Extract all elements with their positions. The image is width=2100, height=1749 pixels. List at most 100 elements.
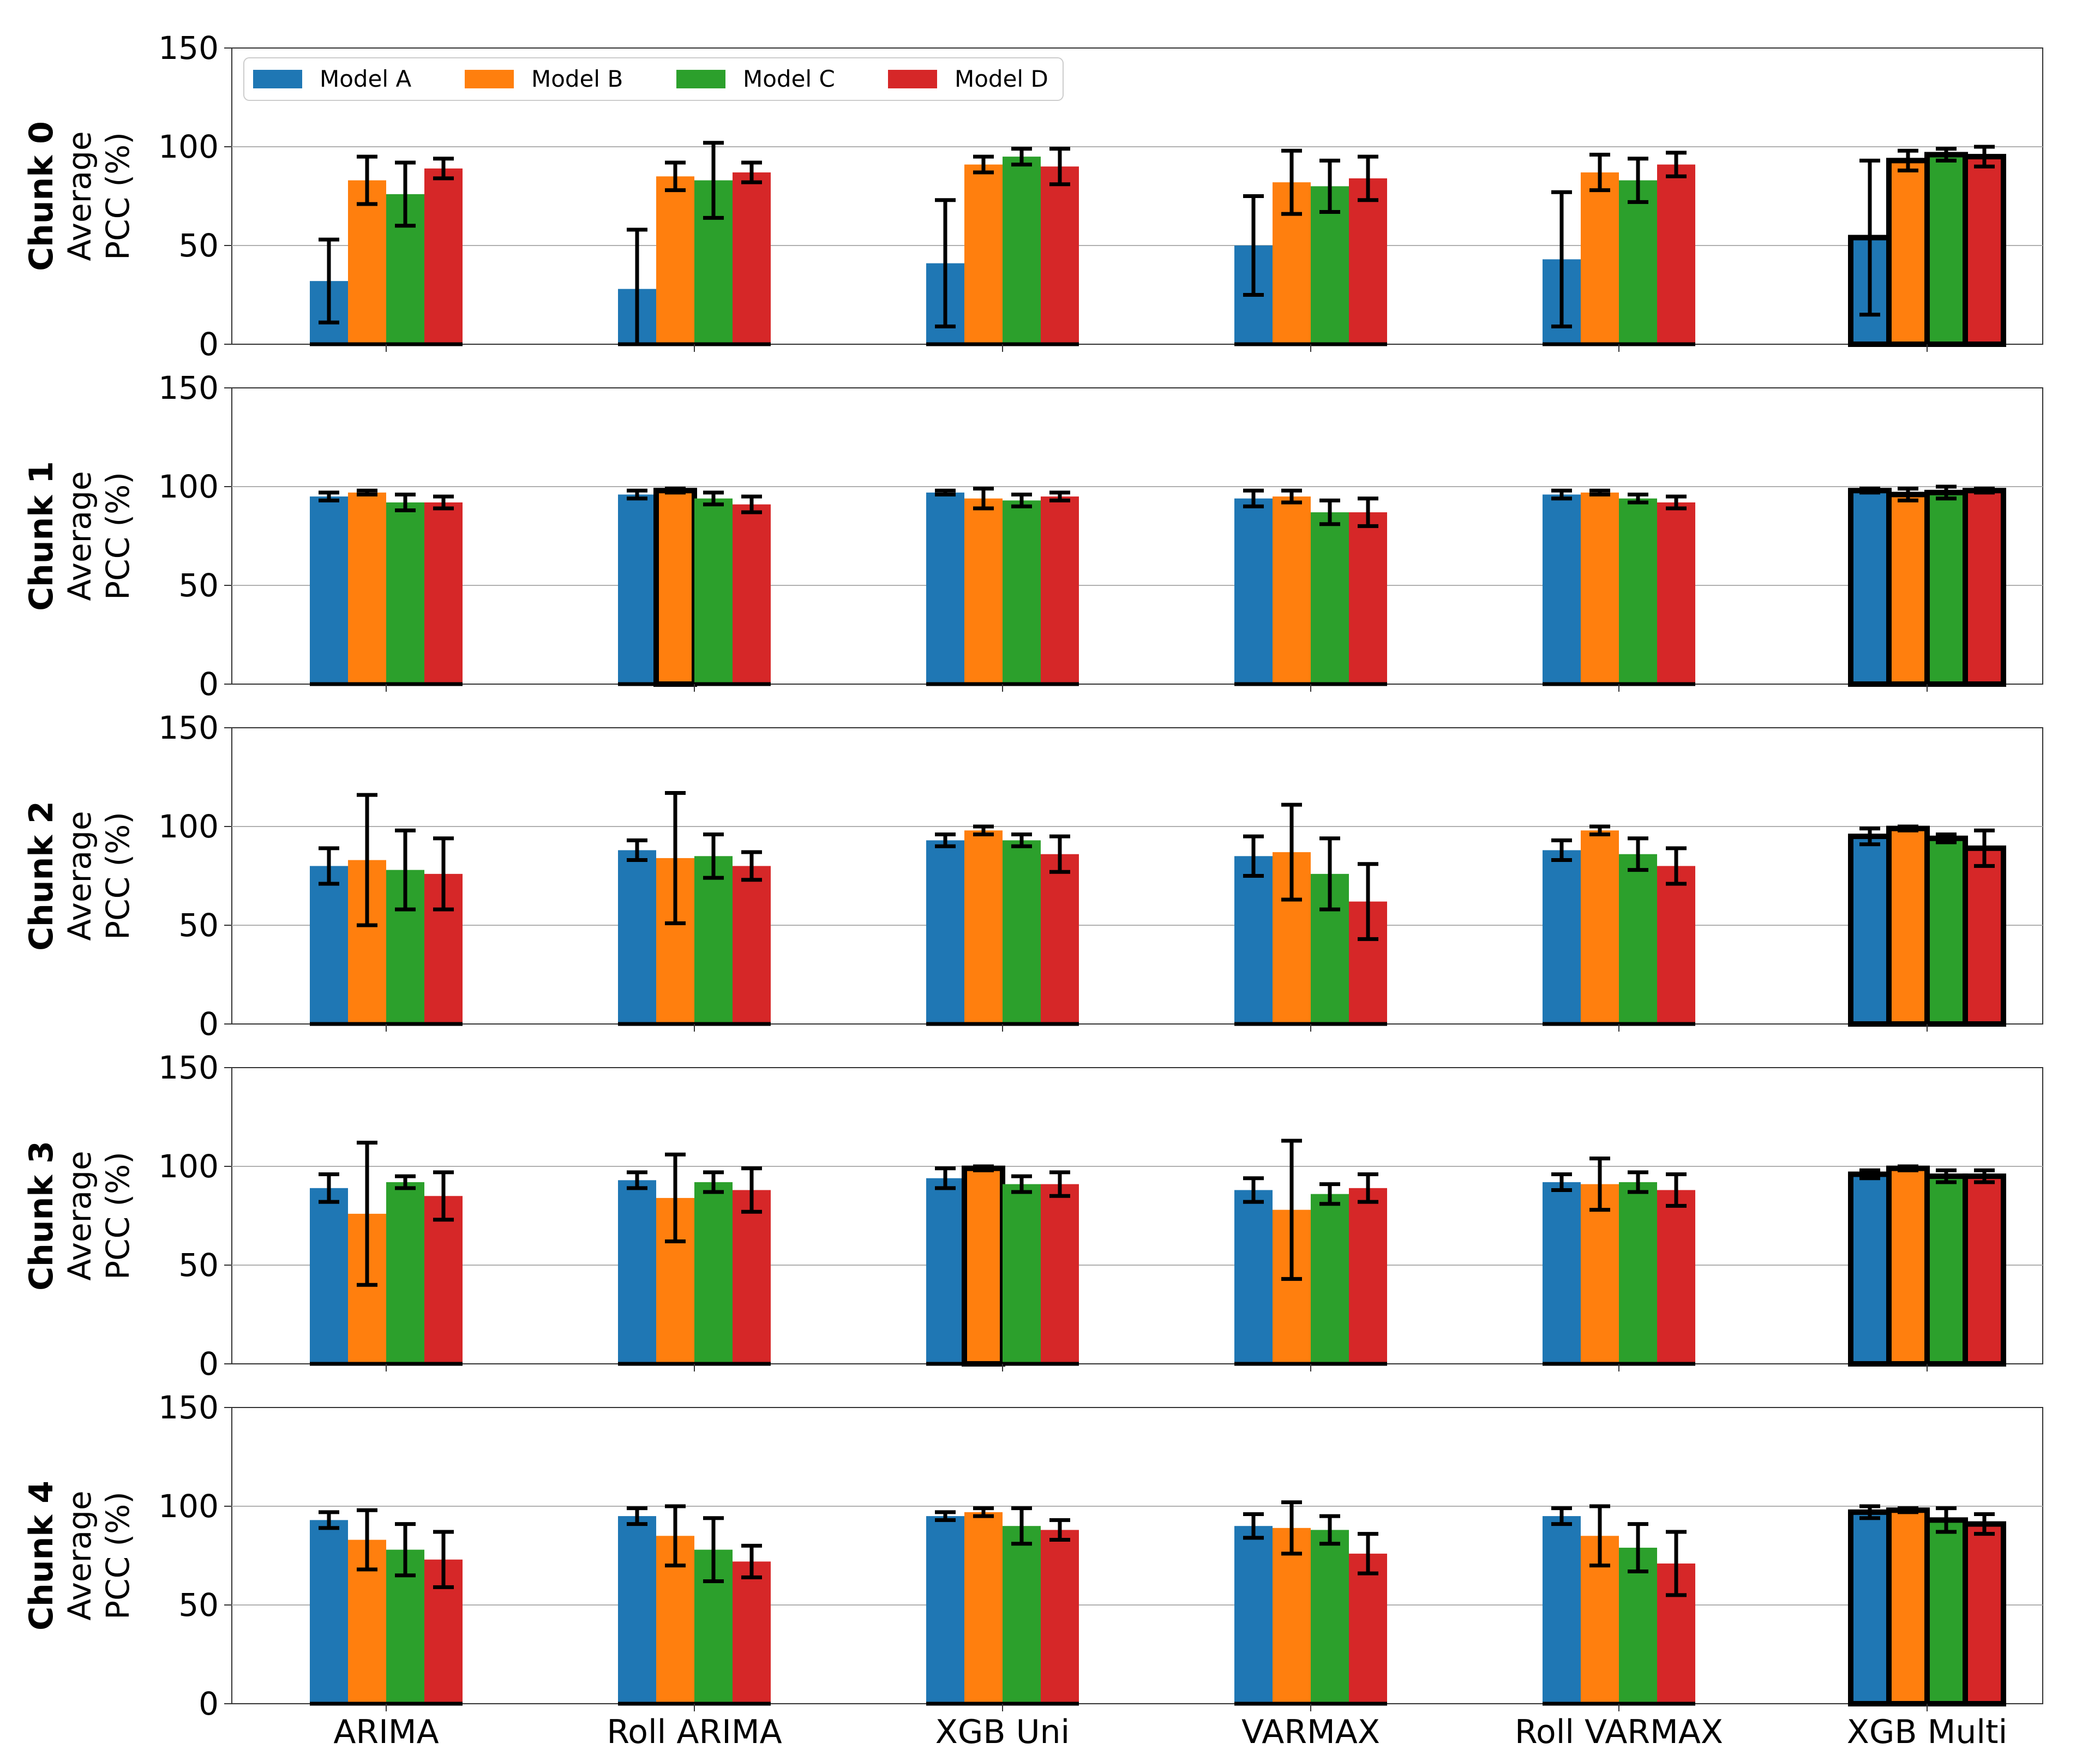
x-tick-label: VARMAX	[1241, 1713, 1380, 1749]
legend-label: Model D	[955, 65, 1048, 92]
bar-arima-model-c	[386, 1182, 424, 1364]
bar-xgb-uni-model-a	[926, 1516, 964, 1704]
bar-roll-arima-model-d	[733, 1190, 771, 1364]
legend-swatch-model-a	[253, 70, 302, 88]
x-tick-label: ARIMA	[333, 1713, 439, 1749]
y-tick-label: 0	[199, 1005, 219, 1043]
panel-chunk-1: 0 50 100 150 Chunk 1 Average PCC (%)	[22, 369, 2043, 703]
bar-roll-arima-model-c	[694, 1182, 733, 1364]
panel-label: Chunk 4	[22, 1481, 61, 1631]
bar-xgb-uni-model-d	[1041, 854, 1079, 1024]
bar-arima-model-a	[310, 496, 348, 684]
bar-xgb-multi-model-d	[1963, 154, 2006, 347]
bar-xgb-uni-model-a	[926, 840, 964, 1024]
bar-varmax-model-b	[1273, 1528, 1311, 1704]
bar-xgb-uni-model-c	[1003, 840, 1041, 1024]
bar-xgb-uni-model-b	[964, 830, 1003, 1024]
legend-swatch-model-d	[888, 70, 937, 88]
bar-roll-varmax-model-d	[1657, 502, 1695, 684]
bar-xgb-uni-model-b	[964, 1512, 1003, 1704]
bar-roll-varmax-model-a	[1543, 850, 1581, 1024]
bar-xgb-uni-model-c	[1003, 1526, 1041, 1704]
x-tick-label: Roll ARIMA	[607, 1713, 782, 1749]
bar-roll-varmax-model-b	[1581, 830, 1619, 1024]
bar-varmax-model-a	[1234, 498, 1273, 684]
panel-label: Chunk 3	[22, 1141, 61, 1291]
bar-xgb-uni-model-b	[964, 498, 1003, 684]
bar-roll-varmax-model-a	[1543, 494, 1581, 684]
bar-roll-arima-model-a	[618, 1180, 656, 1364]
bar-varmax-model-a	[1234, 856, 1273, 1024]
y-tick-label: 0	[199, 326, 219, 363]
bar-varmax-model-c	[1311, 1194, 1349, 1364]
bar-xgb-multi-model-d	[1963, 488, 2006, 687]
bar-xgb-uni-model-c	[1003, 1184, 1041, 1364]
bar-varmax-model-b	[1273, 496, 1311, 684]
y-axis-label: Average	[61, 131, 98, 261]
bar-roll-arima-model-c	[694, 856, 733, 1024]
bar-xgb-uni-model-c	[1003, 500, 1041, 684]
bar-xgb-multi-model-c	[1924, 1517, 1968, 1707]
y-axis-label: PCC (%)	[99, 1152, 136, 1280]
legend-swatch-model-c	[676, 70, 725, 88]
bar-roll-arima-model-b	[653, 488, 697, 687]
bar-roll-varmax-model-c	[1619, 1548, 1657, 1704]
y-tick-label: 50	[178, 1247, 219, 1284]
bar-roll-varmax-model-a	[1543, 1516, 1581, 1704]
legend-box	[243, 57, 1064, 101]
bar-xgb-uni-model-d	[1041, 496, 1079, 684]
x-tick-label: Roll VARMAX	[1515, 1713, 1723, 1749]
bar-roll-arima-model-d	[733, 172, 771, 344]
bar-roll-varmax-model-c	[1619, 854, 1657, 1024]
axes-frame	[231, 1067, 2043, 1364]
y-tick-label: 150	[158, 29, 219, 67]
y-axis-label: PCC (%)	[99, 812, 136, 940]
bar-varmax-model-d	[1349, 178, 1387, 344]
bar-roll-varmax-model-c	[1619, 180, 1657, 344]
y-tick-label: 100	[158, 128, 219, 165]
y-tick-label: 100	[158, 1488, 219, 1525]
panel-chunk-2: 0 50 100 150 Chunk 2 Average PCC (%)	[22, 709, 2043, 1043]
bar-xgb-uni-model-d	[1041, 1184, 1079, 1364]
legend: Model A Model B Model C Model D	[243, 57, 1064, 101]
bar-varmax-model-d	[1349, 512, 1387, 684]
bar-xgb-uni-model-b	[964, 164, 1003, 344]
legend-label: Model B	[531, 65, 623, 92]
bar-xgb-multi-model-b	[1886, 1507, 1930, 1706]
bar-varmax-model-d	[1349, 1188, 1387, 1364]
bar-xgb-multi-model-c	[1924, 835, 1968, 1027]
y-axis-label: Average	[61, 1490, 98, 1620]
bar-xgb-multi-model-a	[1848, 488, 1892, 687]
y-tick-label: 150	[158, 369, 219, 406]
bar-xgb-uni-model-a	[926, 1178, 964, 1364]
bar-varmax-model-d	[1349, 1553, 1387, 1704]
y-tick-label: 0	[199, 666, 219, 703]
y-axis-label: PCC (%)	[99, 472, 136, 600]
bar-xgb-uni-model-d	[1041, 1530, 1079, 1704]
panel-chunk-3: 0 50 100 150 Chunk 3 Average PCC (%)	[22, 1049, 2043, 1382]
y-axis-label: Average	[61, 811, 98, 941]
bar-roll-varmax-model-a	[1543, 1182, 1581, 1364]
y-tick-label: 50	[178, 227, 219, 264]
y-tick-label: 50	[178, 567, 219, 604]
y-tick-label: 0	[199, 1685, 219, 1722]
bar-xgb-multi-model-b	[1886, 492, 1930, 687]
bar-roll-arima-model-d	[733, 866, 771, 1024]
bar-arima-model-a	[310, 866, 348, 1024]
y-tick-label: 50	[178, 1586, 219, 1624]
bar-xgb-multi-model-d	[1963, 845, 2006, 1027]
x-tick-label: XGB Uni	[935, 1713, 1070, 1749]
legend-swatch-model-b	[465, 70, 514, 88]
legend-label: Model C	[743, 65, 835, 92]
bar-roll-varmax-model-c	[1619, 498, 1657, 684]
bar-xgb-multi-model-b	[1886, 825, 1930, 1027]
bar-xgb-multi-model-d	[1963, 1173, 2006, 1367]
panel-chunk-4: 0 50 100 150 Chunk 4 Average PCC (%) ARIMA Roll …	[22, 1389, 2043, 1749]
bar-roll-varmax-model-d	[1657, 866, 1695, 1024]
bar-xgb-uni-model-c	[1003, 157, 1041, 344]
bar-xgb-multi-model-d	[1963, 1521, 2006, 1707]
y-tick-label: 150	[158, 1049, 219, 1086]
bar-roll-varmax-model-b	[1581, 1184, 1619, 1364]
